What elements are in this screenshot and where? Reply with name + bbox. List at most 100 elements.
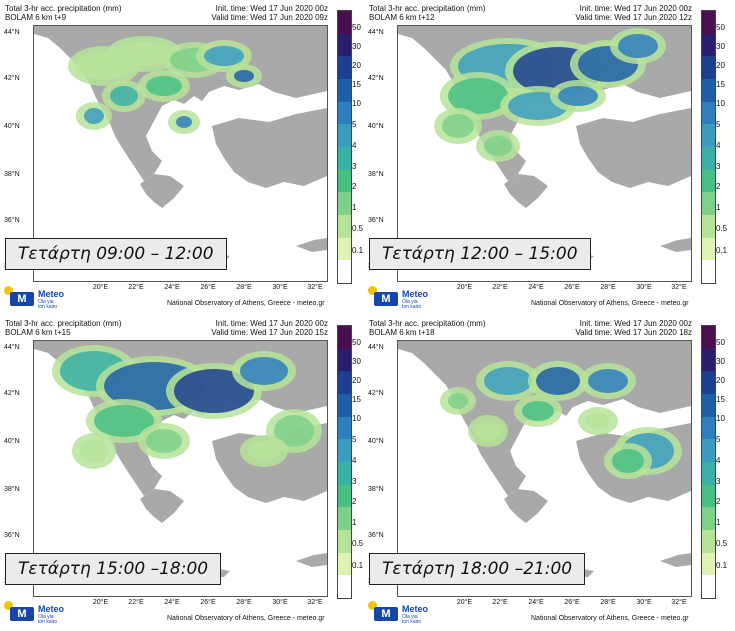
meteo-logo: M Meteo Ola yia ton kairo: [368, 601, 448, 625]
longitude-label: 24°E: [164, 599, 180, 606]
colorbar: [337, 10, 352, 284]
land-area-2: [504, 174, 548, 208]
colorbar-level-label: 0.1: [352, 561, 364, 570]
colorbar-level-label: 20: [716, 376, 725, 385]
latitude-label: 40°N: [368, 438, 384, 445]
title-line: Total 3-hr acc. precipitation (mm): [369, 319, 486, 328]
colorbar-level-label: 30: [716, 42, 725, 51]
colorbar-level-label: 1: [352, 518, 357, 527]
panel-header-left: Total 3-hr acc. precipitation (mm) BOLAM…: [369, 319, 485, 337]
colorbar-level-label: 5: [716, 120, 721, 129]
latitude-label: 36°N: [4, 532, 20, 539]
panel-header-right: Init. time: Wed 17 Jun 2020 00z Valid ti…: [211, 4, 328, 22]
period-label: Τετάρτη 15:00 –18:00: [5, 553, 222, 585]
colorbar-swatch: [338, 237, 351, 261]
logo-sun-icon: [368, 601, 377, 610]
colorbar-level-label: 0.5: [352, 539, 364, 548]
rain-area-core: [80, 439, 108, 463]
colorbar-swatch: [338, 260, 351, 283]
land-area-2: [504, 489, 548, 523]
forecast-panel-3: Total 3-hr acc. precipitation (mm) BOLAM…: [2, 317, 364, 628]
title-line: Total 3-hr acc. precipitation (mm): [369, 4, 486, 13]
longitude-label: 30°E: [636, 284, 652, 291]
logo-tagline: Ola yia ton kairo: [402, 614, 422, 625]
colorbar-swatch: [338, 484, 351, 508]
colorbar: [701, 10, 716, 284]
rain-area-core: [558, 86, 598, 106]
colorbar-level-label: 2: [352, 182, 357, 191]
colorbar-swatch: [702, 260, 715, 283]
longitude-label: 20°E: [92, 599, 109, 606]
logo-tagline: Ola yia ton kairo: [38, 299, 58, 310]
colorbar-swatch: [338, 146, 351, 170]
valid-time: Valid time: Wed 17 Jun 2020 15z: [211, 328, 328, 337]
colorbar-swatch: [702, 326, 715, 349]
colorbar-swatch: [338, 101, 351, 125]
rain-area-core: [476, 421, 500, 441]
colorbar-level-label: 2: [352, 497, 357, 506]
panel-header-right: Init. time: Wed 17 Jun 2020 00z Valid ti…: [575, 319, 692, 337]
forecast-panel-1: Total 3-hr acc. precipitation (mm) BOLAM…: [2, 2, 364, 313]
latitude-label: 38°N: [368, 171, 384, 178]
colorbar-swatch: [702, 78, 715, 102]
logo-tagline: Ola yia ton kairo: [38, 614, 58, 625]
logo-name: Meteo: [402, 604, 429, 614]
colorbar-swatch: [338, 192, 351, 215]
colorbar-level-label: 0.1: [716, 246, 728, 255]
longitude-label: 22°E: [128, 284, 144, 291]
latitude-label: 44°N: [4, 344, 20, 351]
rain-area-core: [110, 86, 138, 106]
colorbar-level-label: 50: [716, 23, 725, 32]
colorbar-level-label: 15: [352, 395, 361, 404]
panel-header-left: Total 3-hr acc. precipitation (mm) BOLAM…: [369, 4, 485, 22]
panel-header-right: Init. time: Wed 17 Jun 2020 00z Valid ti…: [575, 4, 692, 22]
colorbar-level-label: 1: [716, 203, 721, 212]
colorbar-level-label: 2: [716, 497, 721, 506]
colorbar-swatch: [338, 348, 351, 372]
colorbar-swatch: [702, 484, 715, 508]
longitude-label: 28°E: [236, 284, 252, 291]
rain-area-core: [114, 42, 174, 66]
map-svg: [34, 341, 327, 577]
logo-sun-icon: [4, 601, 13, 610]
valid-time: Valid time: Wed 17 Jun 2020 09z: [211, 13, 328, 22]
precipitation-field: [68, 36, 262, 134]
latitude-label: 40°N: [368, 123, 384, 130]
latitude-label: 42°N: [368, 75, 384, 82]
land-area-5: [296, 238, 327, 252]
colorbar-level-label: 5: [716, 435, 721, 444]
colorbar-swatch: [338, 11, 351, 34]
forecast-panel-4: Total 3-hr acc. precipitation (mm) BOLAM…: [366, 317, 728, 628]
valid-time: Valid time: Wed 17 Jun 2020 18z: [575, 328, 692, 337]
longitude-label: 26°E: [200, 284, 216, 291]
colorbar-level-label: 30: [352, 357, 361, 366]
colorbar-swatch: [702, 416, 715, 440]
colorbar-swatch: [702, 192, 715, 215]
longitude-label: 32°E: [307, 284, 323, 291]
panel-header-left: Total 3-hr acc. precipitation (mm) BOLAM…: [5, 4, 121, 22]
colorbar-swatch: [338, 393, 351, 417]
latitude-label: 36°N: [368, 217, 384, 224]
period-label: Τετάρτη 18:00 –21:00: [369, 553, 586, 585]
latitude-label: 38°N: [4, 171, 20, 178]
colorbar-swatch: [338, 169, 351, 193]
colorbar-swatch: [702, 169, 715, 193]
title-line: Total 3-hr acc. precipitation (mm): [5, 4, 122, 13]
meteo-logo: M Meteo Ola yia ton kairo: [4, 601, 84, 625]
latitude-label: 42°N: [4, 390, 20, 397]
colorbar-level-label: 3: [716, 477, 721, 486]
longitude-label: 24°E: [528, 599, 544, 606]
panel-header-left: Total 3-hr acc. precipitation (mm) BOLAM…: [5, 319, 121, 337]
colorbar: [701, 325, 716, 599]
logo-sun-icon: [368, 286, 377, 295]
colorbar-swatch: [702, 56, 715, 79]
model-line: BOLAM 6 km t+15: [5, 328, 71, 337]
logo-m-icon: M: [10, 292, 34, 306]
colorbar-swatch: [702, 146, 715, 170]
rain-area-core: [234, 70, 254, 82]
rain-area-core: [448, 78, 508, 114]
colorbar-swatch: [702, 11, 715, 34]
colorbar-level-label: 3: [716, 162, 721, 171]
rain-area-core: [146, 429, 182, 453]
rain-area-core: [84, 108, 104, 124]
